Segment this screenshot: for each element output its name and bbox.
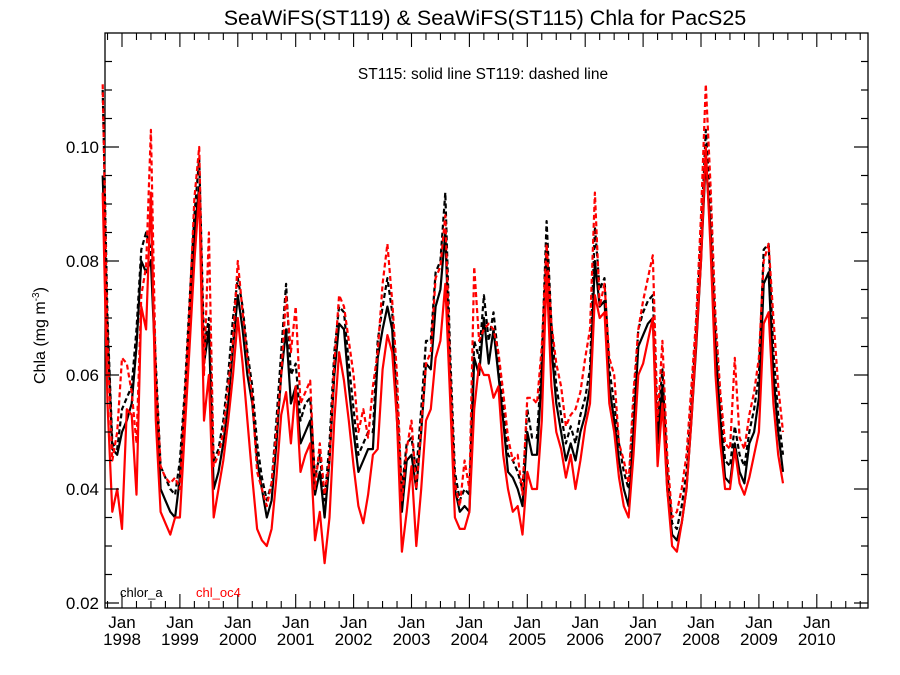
x-tick-label-year: 2010 <box>798 630 836 649</box>
x-tick-label-month: Jan <box>803 613 830 632</box>
chart-title: SeaWiFS(ST119) & SeaWiFS(ST115) Chla for… <box>224 6 747 30</box>
legend-chlor-a: chlor_a <box>120 585 163 600</box>
y-axis-label: Chla (mg m-3) <box>31 287 49 384</box>
x-tick-label-month: Jan <box>687 613 714 632</box>
x-tick-label-month: Jan <box>166 613 193 632</box>
x-tick-label-year: 2000 <box>219 630 257 649</box>
y-axis-label-main: Chla (mg m <box>32 301 49 384</box>
y-tick-label: 0.04 <box>66 480 99 499</box>
y-axis: 0.02 0.04 0.06 0.08 0.10 <box>66 60 868 613</box>
x-tick-label-year: 2001 <box>277 630 315 649</box>
x-tick-label-month: Jan <box>456 613 483 632</box>
x-tick-label-year: 2009 <box>740 630 778 649</box>
x-tick-label-year: 2004 <box>450 630 488 649</box>
y-tick-label: 0.08 <box>66 252 99 271</box>
x-tick-label-month: Jan <box>398 613 425 632</box>
y-tick-label: 0.10 <box>66 138 99 157</box>
chart-annotation: ST115: solid line ST119: dashed line <box>358 66 608 83</box>
x-tick-label-month: Jan <box>108 613 135 632</box>
x-tick-label-year: 2007 <box>624 630 662 649</box>
series-line-chlor-a-st119 <box>101 89 785 531</box>
x-tick-label-month: Jan <box>282 613 309 632</box>
series-line-chl-oc4-st119 <box>101 83 785 519</box>
legend-chl-oc4: chl_oc4 <box>196 585 241 600</box>
x-axis: Jan1998Jan1999Jan2000Jan2001Jan2002Jan20… <box>103 33 861 649</box>
x-tick-label-month: Jan <box>514 613 541 632</box>
x-tick-label-year: 2005 <box>508 630 546 649</box>
x-tick-label-month: Jan <box>340 613 367 632</box>
series-line-chl-oc4-st115 <box>101 145 785 565</box>
x-tick-label-year: 1999 <box>161 630 199 649</box>
x-tick-label-year: 2002 <box>335 630 373 649</box>
x-tick-label-month: Jan <box>629 613 656 632</box>
x-tick-label-month: Jan <box>571 613 598 632</box>
y-tick-label: 0.02 <box>66 594 99 613</box>
x-tick-label-month: Jan <box>745 613 772 632</box>
series-line-chlor-a-st115 <box>101 157 785 542</box>
x-tick-label-month: Jan <box>224 613 251 632</box>
series-layer <box>101 83 785 565</box>
y-axis-label-sup: -3 <box>31 292 42 301</box>
y-axis-label-close: ) <box>32 287 49 292</box>
y-tick-label: 0.06 <box>66 366 99 385</box>
x-tick-label-year: 2006 <box>566 630 604 649</box>
x-tick-label-year: 2003 <box>393 630 431 649</box>
x-tick-label-year: 1998 <box>103 630 141 649</box>
x-tick-label-year: 2008 <box>682 630 720 649</box>
